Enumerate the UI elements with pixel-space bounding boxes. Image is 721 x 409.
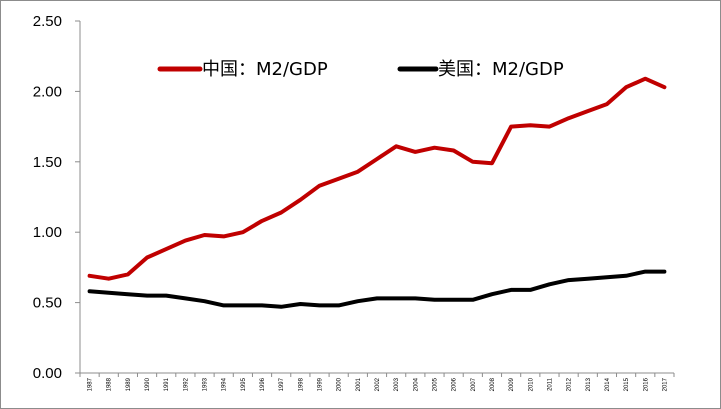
x-tick-label: 2014: [605, 377, 611, 391]
x-tick-label: 2009: [509, 377, 515, 391]
x-axis: 1987 1988 1989 1990 1991 1992 1993 1994 1995 1996…: [79, 372, 675, 391]
x-tick-label: 2008: [490, 377, 496, 391]
x-tick-label: 2016: [643, 377, 649, 391]
y-tick-label: 0.00: [33, 365, 62, 382]
x-tick-label: 2006: [452, 377, 458, 391]
x-tick-label: 1994: [222, 377, 228, 391]
legend: 中国：M2/GDP 美国：M2/GDP: [157, 59, 564, 80]
x-tick-label: 2002: [375, 377, 381, 391]
x-tick-label: 1992: [183, 377, 189, 391]
y-axis: 0.00 0.50 1.00 1.50 2.00 2.50: [33, 13, 81, 382]
x-tick-label: 2005: [432, 377, 438, 391]
series-layer: [87, 76, 667, 309]
x-tick-label: 2010: [528, 377, 534, 391]
legend-label-china: 中国：M2/GDP: [202, 59, 328, 80]
y-tick-label: 1.00: [33, 224, 62, 241]
x-tick-label: 2004: [413, 377, 419, 391]
x-tick-label: 1989: [126, 377, 132, 391]
x-tick-label: 1998: [298, 377, 304, 391]
x-tick-label: 2003: [394, 377, 400, 391]
y-tick-label: 2.50: [33, 13, 62, 30]
x-tick-label: 2011: [547, 377, 553, 391]
x-tick-label: 1997: [279, 377, 285, 391]
x-tick-label: 1991: [164, 377, 170, 391]
x-tick-label: 1999: [318, 377, 324, 391]
x-tick-label: 2017: [662, 377, 668, 391]
legend-label-usa: 美国：M2/GDP: [438, 59, 564, 80]
x-tick-label: 2007: [471, 377, 477, 391]
x-tick-label: 2000: [337, 377, 343, 391]
series-line-usa: [87, 269, 667, 309]
y-tick-label: 0.50: [33, 295, 62, 312]
y-tick-label: 2.00: [33, 83, 62, 100]
x-tick-label: 1988: [107, 377, 113, 391]
x-tick-label: 1996: [260, 377, 266, 391]
series-line-china: [87, 76, 667, 281]
y-tick-label: 1.50: [33, 154, 62, 171]
x-tick-label: 1987: [88, 377, 94, 391]
x-tick-label: 2012: [567, 377, 573, 391]
x-tick-label: 1995: [241, 377, 247, 391]
x-tick-label: 2001: [356, 377, 362, 391]
x-tick-label: 2015: [624, 377, 630, 391]
x-tick-label: 1993: [203, 377, 209, 391]
x-tick-label: 2013: [586, 377, 592, 391]
x-tick-label: 1990: [145, 377, 151, 391]
